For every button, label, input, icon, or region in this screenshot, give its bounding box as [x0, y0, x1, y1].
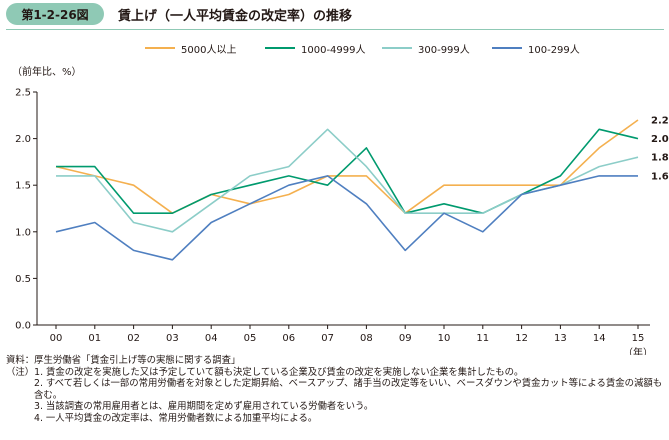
figure-number-badge: 第1-2-26図	[6, 3, 104, 25]
y-unit-label: （前年比、%）	[12, 65, 82, 78]
legend-swatch-300-999	[382, 47, 412, 49]
x-tick-label: 06	[282, 333, 295, 344]
x-tick-label: 03	[166, 333, 179, 344]
x-tick-label: 05	[244, 333, 257, 344]
legend-label-100-299: 100-299人	[528, 44, 580, 56]
legend-swatch-1000-4999	[265, 47, 295, 49]
legend-item-100-299: 100-299人	[492, 40, 580, 56]
x-tick-label: 15	[632, 333, 645, 344]
end-value-label: 1.8	[651, 153, 669, 164]
legend-item-300-999: 300-999人	[382, 40, 470, 56]
y-tick-label: 2.5	[15, 88, 31, 99]
x-tick-label: 13	[554, 333, 567, 344]
x-tick-label: 12	[515, 333, 528, 344]
x-tick-label: 00	[50, 333, 63, 344]
x-tick-label: 02	[127, 333, 140, 344]
chart-legend: 5000人以上 1000-4999人 300-999人 100-299人	[0, 40, 669, 56]
note-2: 2. すべて若しくは一部の常用労働者を対象とした定期昇給、ベースアップ、諸手当の…	[34, 378, 663, 401]
figure-title: 賃上げ（一人平均賃金の改定率）の推移	[118, 9, 353, 24]
y-tick-label: 0.0	[15, 321, 31, 332]
x-tick-label: 10	[438, 333, 451, 344]
legend-item-1000-4999: 1000-4999人	[265, 40, 366, 56]
note-source: 資料：厚生労働省「賃金引上げ等の実態に関する調査」	[6, 355, 241, 366]
x-tick-label: 01	[88, 333, 101, 344]
legend-label-1000-4999: 1000-4999人	[301, 44, 366, 56]
x-tick-label: 08	[360, 333, 373, 344]
end-value-label: 1.6	[651, 171, 669, 182]
line-chart: （前年比、%） 0.0 0.5 1.0 1.5 2.0 2.5 00 01 02 03 04 05 06 0…	[12, 65, 669, 355]
legend-label-300-999: 300-999人	[418, 44, 470, 56]
y-tick-label: 2.0	[15, 134, 31, 145]
y-tick-label: 0.5	[15, 274, 31, 285]
note-4: 4. 一人平均賃金の改定率は、常用労働者数による加重平均による。	[34, 412, 318, 424]
y-tick-label: 1.5	[15, 181, 31, 192]
x-unit-label: （年）	[623, 346, 653, 355]
x-tick-label: 07	[321, 333, 334, 344]
legend-swatch-100-299	[492, 47, 522, 49]
x-tick-label: 11	[476, 333, 489, 344]
figure-header: 第1-2-26図 賃上げ（一人平均賃金の改定率）の推移	[0, 0, 669, 30]
legend-label-5000plus: 5000人以上	[181, 44, 237, 56]
x-tick-label: 04	[205, 333, 218, 344]
x-tick-label: 14	[593, 333, 606, 344]
legend-item-5000plus: 5000人以上	[145, 40, 236, 56]
figure-notes: 資料：厚生労働省「賃金引上げ等の実態に関する調査」 （注）1. 賃金の改定を実施…	[6, 355, 666, 425]
header-divider	[6, 29, 664, 30]
note-1: （注）1. 賃金の改定を実施した又は予定していて額も決定している企業及び賃金の改…	[6, 366, 524, 378]
end-value-label: 2.2	[651, 115, 669, 126]
legend-swatch-5000plus	[145, 47, 175, 49]
x-tick-label: 09	[399, 333, 412, 344]
note-3: 3. 当該調査の常用雇用者とは、雇用期間を定めず雇用されている労働者をいう。	[34, 401, 374, 413]
series-line-1	[56, 128, 639, 214]
y-tick-label: 1.0	[15, 227, 31, 238]
end-value-label: 2.0	[651, 134, 669, 145]
series-line-3	[55, 175, 638, 261]
